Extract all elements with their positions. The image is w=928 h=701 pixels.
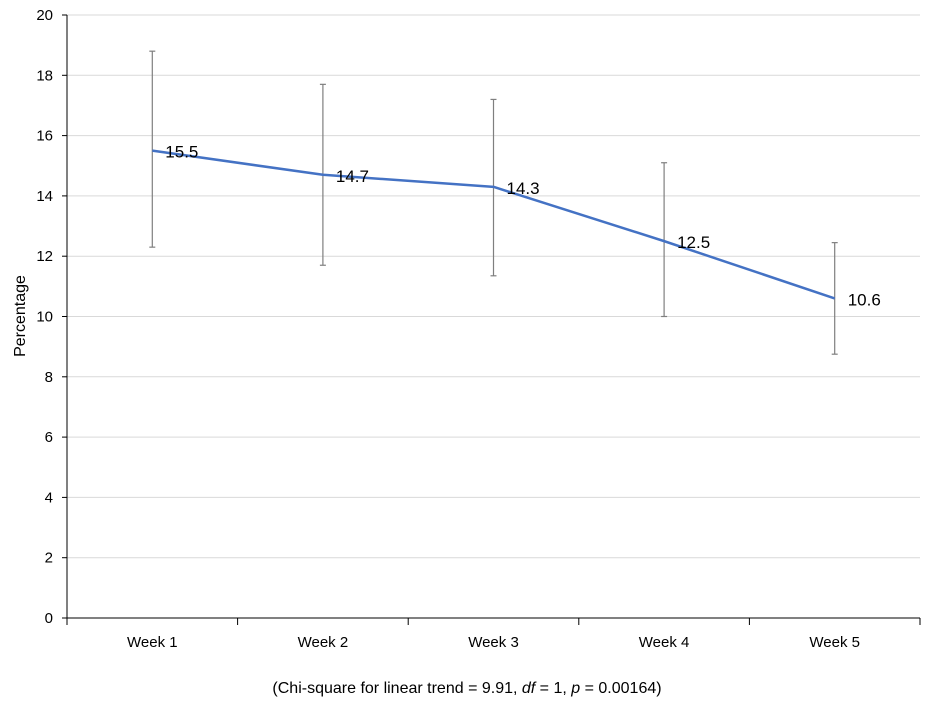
y-tick-label: 12 bbox=[36, 248, 53, 265]
data-label: 14.7 bbox=[336, 167, 369, 186]
y-tick-label: 0 bbox=[45, 610, 53, 627]
y-tick-label: 20 bbox=[36, 7, 53, 24]
data-label: 10.6 bbox=[848, 290, 881, 309]
chart-footnote: (Chi-square for linear trend = 9.91, df … bbox=[272, 680, 661, 697]
x-tick-label: Week 1 bbox=[127, 634, 178, 651]
data-label: 12.5 bbox=[677, 233, 710, 252]
y-tick-label: 6 bbox=[45, 429, 53, 446]
series-lines bbox=[152, 149, 836, 300]
x-tick-label: Week 3 bbox=[468, 634, 519, 651]
error-bars bbox=[149, 50, 838, 355]
y-tick-label: 8 bbox=[45, 369, 53, 386]
y-tick-label: 2 bbox=[45, 550, 53, 567]
data-label: 14.3 bbox=[507, 179, 540, 198]
y-tick-label: 14 bbox=[36, 188, 53, 205]
x-tick-label: Week 5 bbox=[809, 634, 860, 651]
data-labels: 15.5 14.7 14.3 12.5 10.6 bbox=[165, 143, 880, 310]
y-tick-label: 18 bbox=[36, 67, 53, 84]
x-tick-label: Week 4 bbox=[639, 634, 690, 651]
series-line bbox=[152, 149, 836, 300]
y-tick-label: 4 bbox=[45, 489, 53, 506]
x-axis-ticks: Week 1 Week 2 Week 3 Week 4 Week 5 bbox=[66, 618, 921, 651]
data-label: 15.5 bbox=[165, 143, 198, 162]
x-tick-label: Week 2 bbox=[298, 634, 349, 651]
y-tick-label: 16 bbox=[36, 128, 53, 145]
y-axis-ticks: 0 2 4 6 8 10 12 14 16 18 20 bbox=[36, 7, 67, 627]
axes bbox=[66, 15, 920, 619]
grid-lines bbox=[67, 14, 920, 559]
y-tick-label: 10 bbox=[36, 309, 53, 326]
y-axis-title: Percentage bbox=[12, 275, 29, 357]
